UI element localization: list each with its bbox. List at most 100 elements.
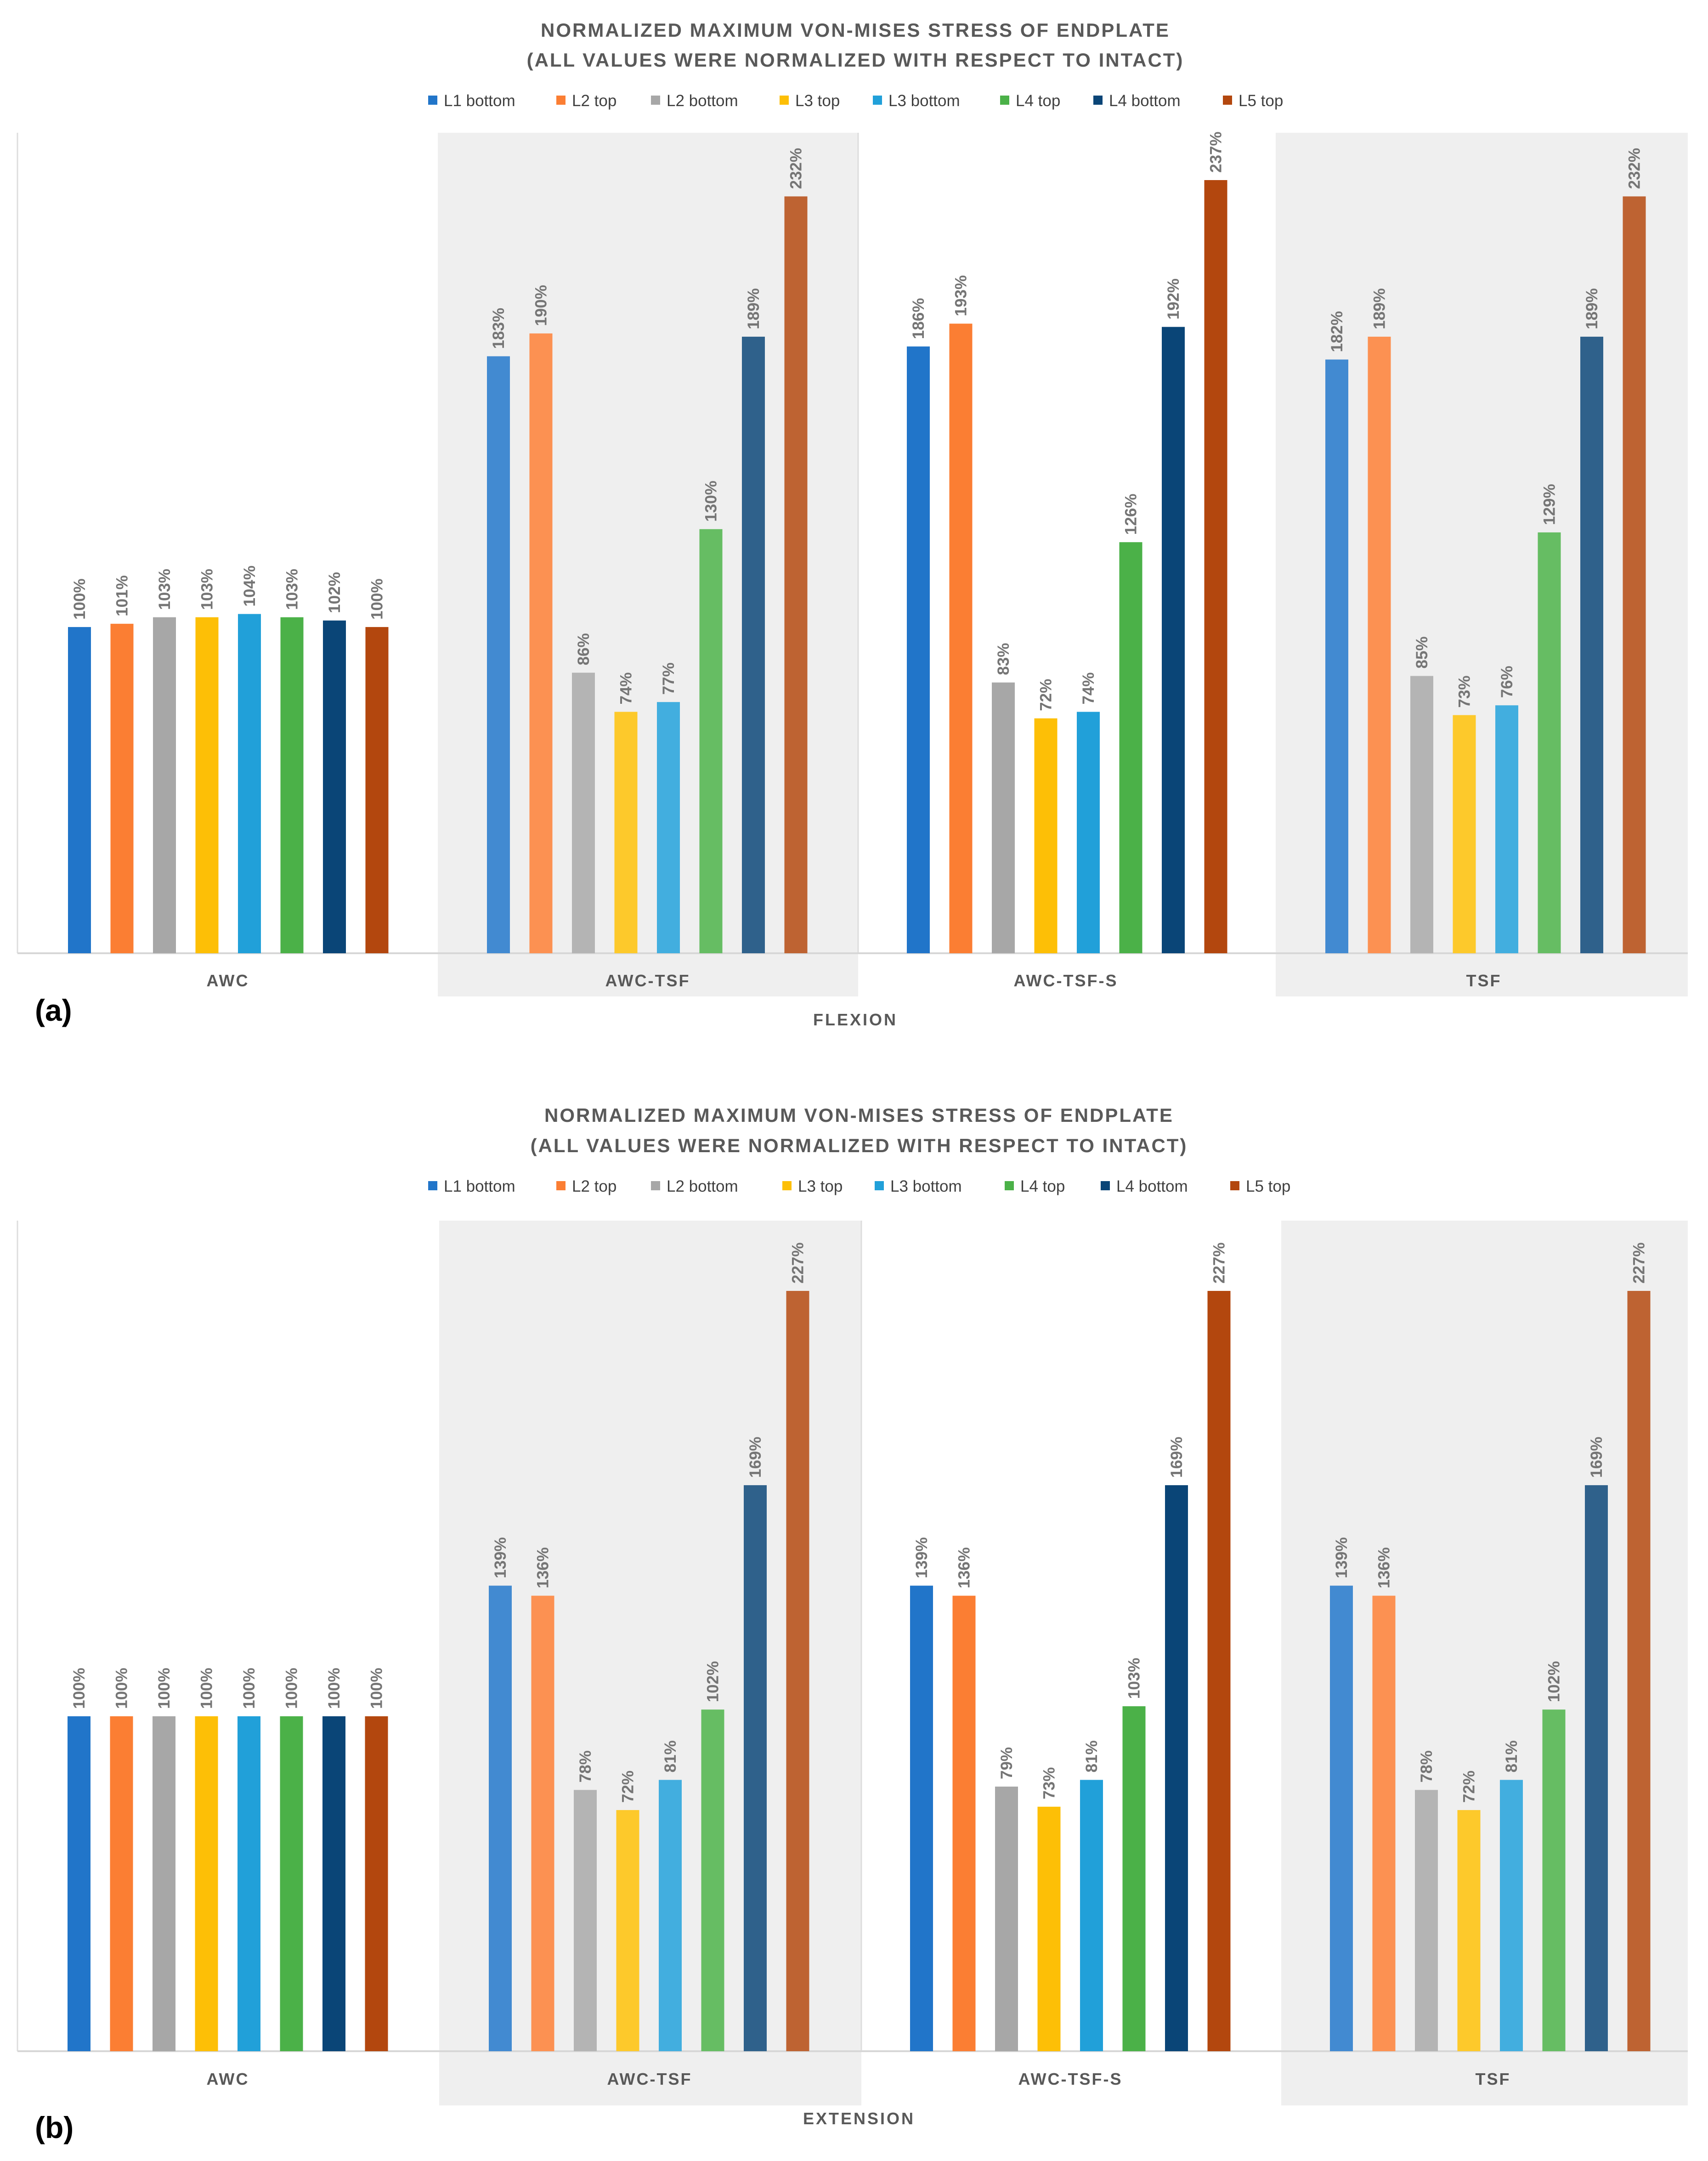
bar-awc-l4-bottom	[322, 1716, 345, 2051]
legend-label: L2 bottom	[667, 1177, 738, 1195]
legend-swatch	[873, 96, 882, 105]
bar-awc-l3-top	[195, 617, 219, 953]
data-label: 78%	[1418, 1750, 1436, 1782]
legend-swatch	[428, 96, 437, 105]
chart-title-line2: (ALL VALUES WERE NORMALIZED WITH RESPECT…	[531, 1135, 1188, 1156]
data-label: 83%	[995, 643, 1012, 675]
category-label-awc-tsf-s: AWC-TSF-S	[1014, 971, 1118, 990]
legend-swatch	[428, 1181, 437, 1190]
data-label: 74%	[1080, 672, 1097, 704]
bar-awc-tsf-l1-bottom	[487, 356, 510, 953]
legend-label: L2 bottom	[667, 92, 738, 110]
legend-swatch	[556, 1181, 566, 1190]
legend-swatch	[651, 96, 660, 105]
legend-label: L2 top	[572, 1177, 616, 1195]
data-label: 72%	[1460, 1771, 1478, 1803]
bar-awc-tsf-l4-bottom	[742, 336, 765, 953]
data-label: 100%	[325, 1668, 343, 1709]
bar-awc-tsf-s-l3-top	[1034, 718, 1058, 953]
data-label: 190%	[532, 285, 550, 326]
data-label: 227%	[1210, 1242, 1228, 1284]
bar-awc-tsf-l2-top	[531, 1595, 554, 2051]
bar-awc-tsf-s-l3-bottom	[1077, 712, 1100, 953]
data-label: 104%	[241, 566, 259, 607]
bar-awc-tsf-s-l5-top	[1204, 180, 1227, 953]
bar-awc-l4-top	[280, 1716, 303, 2051]
data-labels-a: 100% 101% 103% 103% 104% 103% 102% 100% 183% 190%…	[71, 131, 1644, 711]
chart-title-line1: NORMALIZED MAXIMUM VON-MISES STRESS OF E…	[544, 1104, 1174, 1126]
data-label: 72%	[1037, 679, 1055, 711]
category-label-tsf: TSF	[1476, 2070, 1511, 2088]
legend-label: L4 top	[1016, 92, 1060, 110]
data-label: 227%	[789, 1242, 807, 1284]
legend-label: L3 bottom	[890, 1177, 962, 1195]
data-label: 73%	[1041, 1767, 1058, 1799]
data-label: 169%	[747, 1437, 764, 1478]
bar-tsf-l3-bottom	[1495, 705, 1518, 953]
bar-awc-tsf-l4-bottom	[744, 1485, 767, 2051]
data-label: 136%	[956, 1547, 973, 1589]
category-label-awc-tsf-s: AWC-TSF-S	[1018, 2070, 1123, 2088]
bar-awc-tsf-s-l2-bottom	[992, 682, 1015, 953]
data-label: 182%	[1328, 311, 1346, 352]
chart-a: NORMALIZED MAXIMUM VON-MISES STRESS OF E…	[17, 19, 1688, 1029]
bar-awc-tsf-s-l4-bottom	[1162, 327, 1185, 953]
category-label-awc-tsf: AWC-TSF	[605, 971, 690, 990]
data-label: 81%	[1083, 1740, 1101, 1772]
data-label: 100%	[240, 1668, 258, 1709]
bar-awc-tsf-s-l2-top	[949, 323, 973, 953]
bar-awc-tsf-l4-top	[699, 529, 723, 953]
legend-swatch	[1005, 1181, 1014, 1190]
data-label: 103%	[283, 569, 301, 610]
bar-awc-tsf-l3-bottom	[657, 702, 680, 953]
data-label: 130%	[702, 481, 720, 522]
bar-awc-l5-top	[365, 1716, 388, 2051]
bar-awc-tsf-s-l5-top	[1207, 1291, 1231, 2051]
bar-awc-l3-bottom	[238, 614, 261, 953]
data-label: 101%	[113, 575, 131, 617]
bar-awc-tsf-s-l2-bottom	[995, 1787, 1018, 2051]
legend-swatch	[1093, 96, 1103, 105]
bar-awc-tsf-s-l1-bottom	[907, 346, 930, 954]
bar-awc-l4-bottom	[323, 620, 346, 953]
legend-swatch	[556, 96, 566, 105]
bar-awc-l5-top	[365, 627, 389, 953]
data-label: 102%	[1545, 1661, 1563, 1703]
category-labels: AWC AWC-TSF AWC-TSF-S TSF	[207, 2070, 1511, 2088]
legend-swatch	[780, 96, 789, 105]
data-label: 100%	[71, 578, 89, 620]
bar-awc-l1-bottom	[68, 1716, 90, 2051]
data-labels-b: 100% 100% 100% 100% 100% 100% 100% 100% 139% 136%…	[70, 1242, 1648, 1803]
data-label: 103%	[1125, 1658, 1143, 1699]
data-label: 169%	[1168, 1437, 1186, 1478]
bar-tsf-l2-bottom	[1415, 1790, 1438, 2051]
bar-tsf-l2-bottom	[1410, 676, 1433, 953]
bar-awc-l1-bottom	[68, 627, 91, 953]
legend-label: L4 top	[1020, 1177, 1065, 1195]
bar-awc-tsf-l5-top	[786, 1291, 809, 2051]
bar-tsf-l1-bottom	[1325, 359, 1348, 953]
data-label: 189%	[1371, 288, 1389, 329]
data-label: 78%	[577, 1750, 594, 1782]
bar-awc-l2-top	[110, 623, 134, 953]
bar-tsf-l2-top	[1368, 336, 1391, 953]
data-label: 189%	[745, 288, 763, 329]
panel-label-b: (b)	[35, 2110, 74, 2144]
category-label-tsf: TSF	[1466, 971, 1502, 990]
data-label: 79%	[998, 1747, 1016, 1779]
legend-label: L3 top	[798, 1177, 843, 1195]
legend-swatch	[651, 1181, 660, 1190]
data-label: 103%	[198, 569, 216, 610]
data-label: 100%	[198, 1668, 216, 1709]
data-label: 139%	[1333, 1537, 1351, 1578]
bar-awc-tsf-l2-top	[529, 333, 553, 953]
data-label: 72%	[619, 1771, 637, 1803]
bar-awc-l3-top	[195, 1716, 218, 2051]
legend-swatch	[1223, 96, 1232, 105]
legend-label: L5 top	[1239, 92, 1283, 110]
data-label: 74%	[617, 672, 635, 704]
category-label-awc-tsf: AWC-TSF	[607, 2070, 692, 2088]
data-label: 189%	[1583, 288, 1601, 329]
bar-tsf-l3-top	[1453, 715, 1476, 953]
